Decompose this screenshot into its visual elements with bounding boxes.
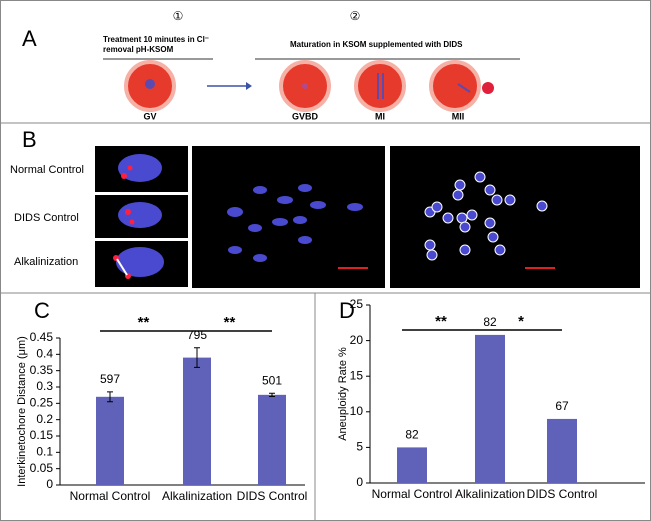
x-tick-label: Alkalinization [162,489,232,503]
x-tick-label: DIDS Control [527,487,598,501]
oocyte [429,60,494,112]
step-number: ① [173,9,184,23]
y-tick-label: 0.4 [36,347,53,361]
y-tick-label: 0.3 [36,379,53,393]
y-tick-label: 10 [350,404,364,418]
significance-label: ** [224,314,236,331]
significance-label: ** [138,314,150,331]
bar [258,394,286,485]
x-tick-label: Normal Control [372,487,453,501]
arrow [207,82,252,90]
n-label: 67 [555,399,569,413]
significance-label: * [518,313,524,330]
bar [475,334,505,483]
error-bar [269,392,275,397]
row-label: DIDS Control [14,212,79,224]
oocyte [354,60,406,112]
y-tick-label: 25 [350,297,364,311]
n-label: 597 [100,372,120,386]
bar [547,418,577,483]
significance-label: ** [435,313,447,330]
y-tick-label: 0.35 [30,363,54,377]
y-axis-label: Interkinetochore Distance (μm) [16,336,28,487]
panel-letter: B [22,127,37,152]
y-tick-label: 0 [46,477,53,491]
bar [397,447,427,483]
row-label: Alkalinization [14,256,78,268]
panel-letter: A [22,26,37,51]
micrograph [95,241,188,287]
bar [183,357,211,485]
x-tick-label: DIDS Control [237,489,308,503]
panel-letter: D [339,298,355,323]
y-tick-label: 0.2 [36,412,53,426]
micrograph [95,146,188,192]
treatment-text: removal pH-KSOM [103,45,174,54]
y-tick-label: 0.05 [30,461,54,475]
bar [96,396,124,485]
oocyte [279,60,331,112]
y-tick-label: 0.25 [30,396,54,410]
n-label: 795 [187,328,207,342]
n-label: 82 [405,428,419,442]
n-label: 82 [483,315,497,329]
micrograph [390,146,640,288]
y-tick-label: 0.1 [36,445,53,459]
y-axis-label: Aneuploidy Rate % [337,347,349,441]
stage-label: GVBD [292,111,319,121]
error-bar [194,347,200,368]
y-tick-label: 0.15 [30,428,54,442]
y-tick-label: 5 [356,440,363,454]
oocyte [124,60,176,112]
step-number: ② [350,9,361,23]
y-tick-label: 0 [356,475,363,489]
treatment-text: Treatment 10 minutes in Cl⁻ [103,35,209,44]
stage-label: MI [375,111,385,121]
stage-label: MII [452,111,465,121]
row-label: Normal Control [10,164,84,176]
x-tick-label: Normal Control [70,489,151,503]
y-tick-label: 15 [350,368,364,382]
maturation-text: Maturation in KSOM supplemented with DID… [290,40,463,49]
panel-letter: C [34,298,50,323]
micrograph [95,195,188,238]
error-bar [107,391,113,403]
micrograph [192,146,385,288]
y-tick-label: 20 [350,333,364,347]
x-tick-label: Alkalinization [455,487,525,501]
stage-label: GV [143,111,156,121]
y-tick-label: 0.45 [30,330,54,344]
n-label: 501 [262,373,282,387]
